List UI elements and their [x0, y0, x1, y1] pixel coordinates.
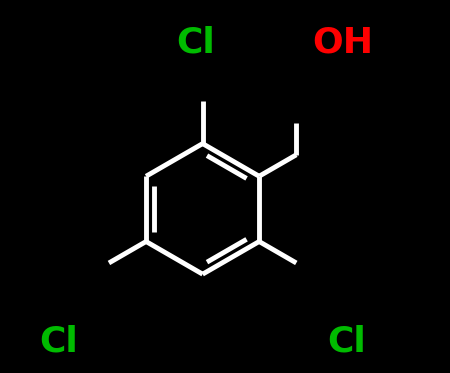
- Text: Cl: Cl: [40, 324, 78, 358]
- Text: Cl: Cl: [327, 324, 365, 358]
- Text: OH: OH: [312, 26, 373, 60]
- Text: Cl: Cl: [176, 26, 215, 60]
